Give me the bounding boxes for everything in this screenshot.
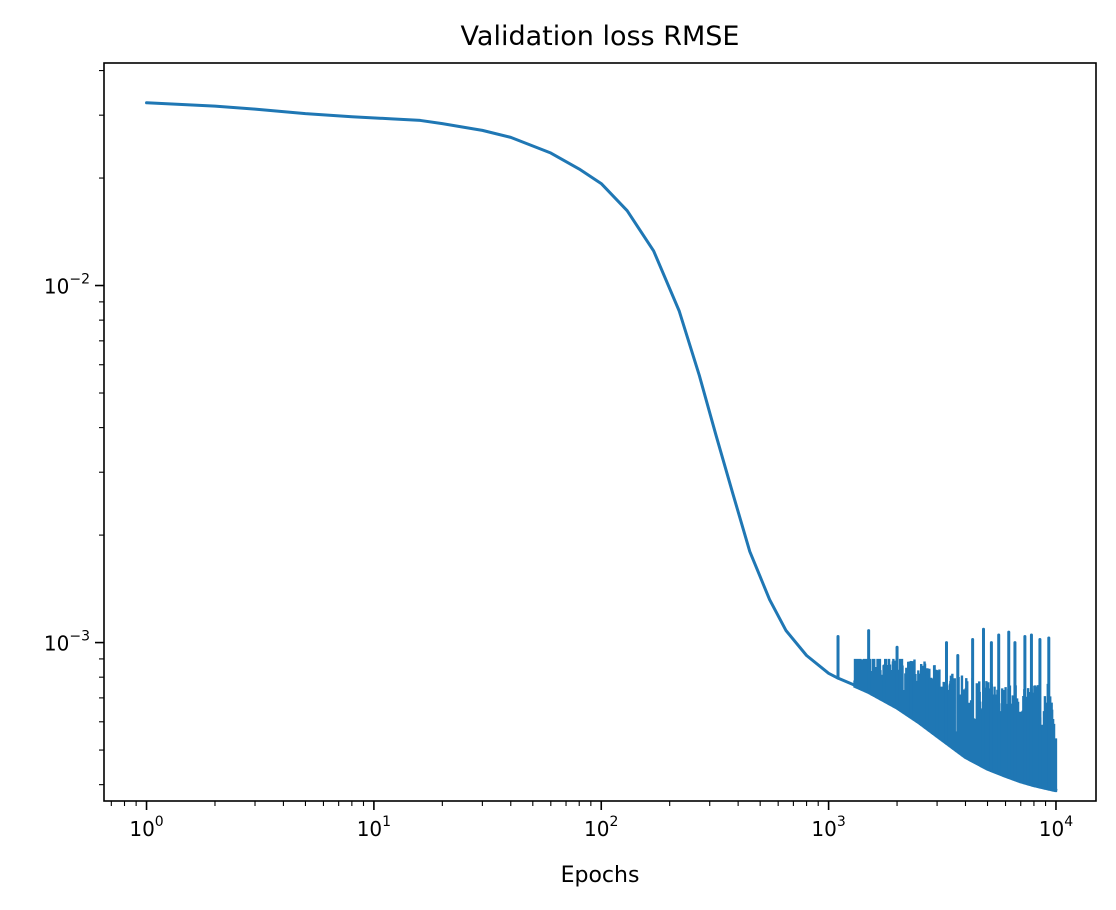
x-tick-label-1: 101: [357, 814, 391, 841]
chart-title: Validation loss RMSE: [461, 21, 740, 52]
y-tick-label-1: 10−2: [44, 272, 90, 299]
ticks-layer: 100 101 102 103 104 10−3 10−2: [44, 70, 1073, 841]
y-tick-label-0: 10−3: [44, 629, 90, 656]
plot-area: 100 101 102 103 104 10−3 10−2: [44, 62, 1097, 841]
x-tick-label-4: 104: [1039, 814, 1073, 841]
x-tick-label-2: 102: [584, 814, 618, 841]
plot-frame: [103, 62, 1097, 802]
series-noise-band: [853, 658, 1058, 793]
x-tick-label-3: 103: [811, 814, 845, 841]
x-tick-label-0: 100: [129, 814, 163, 841]
x-axis-title: Epochs: [561, 863, 640, 888]
series-layer: [145, 101, 1058, 793]
